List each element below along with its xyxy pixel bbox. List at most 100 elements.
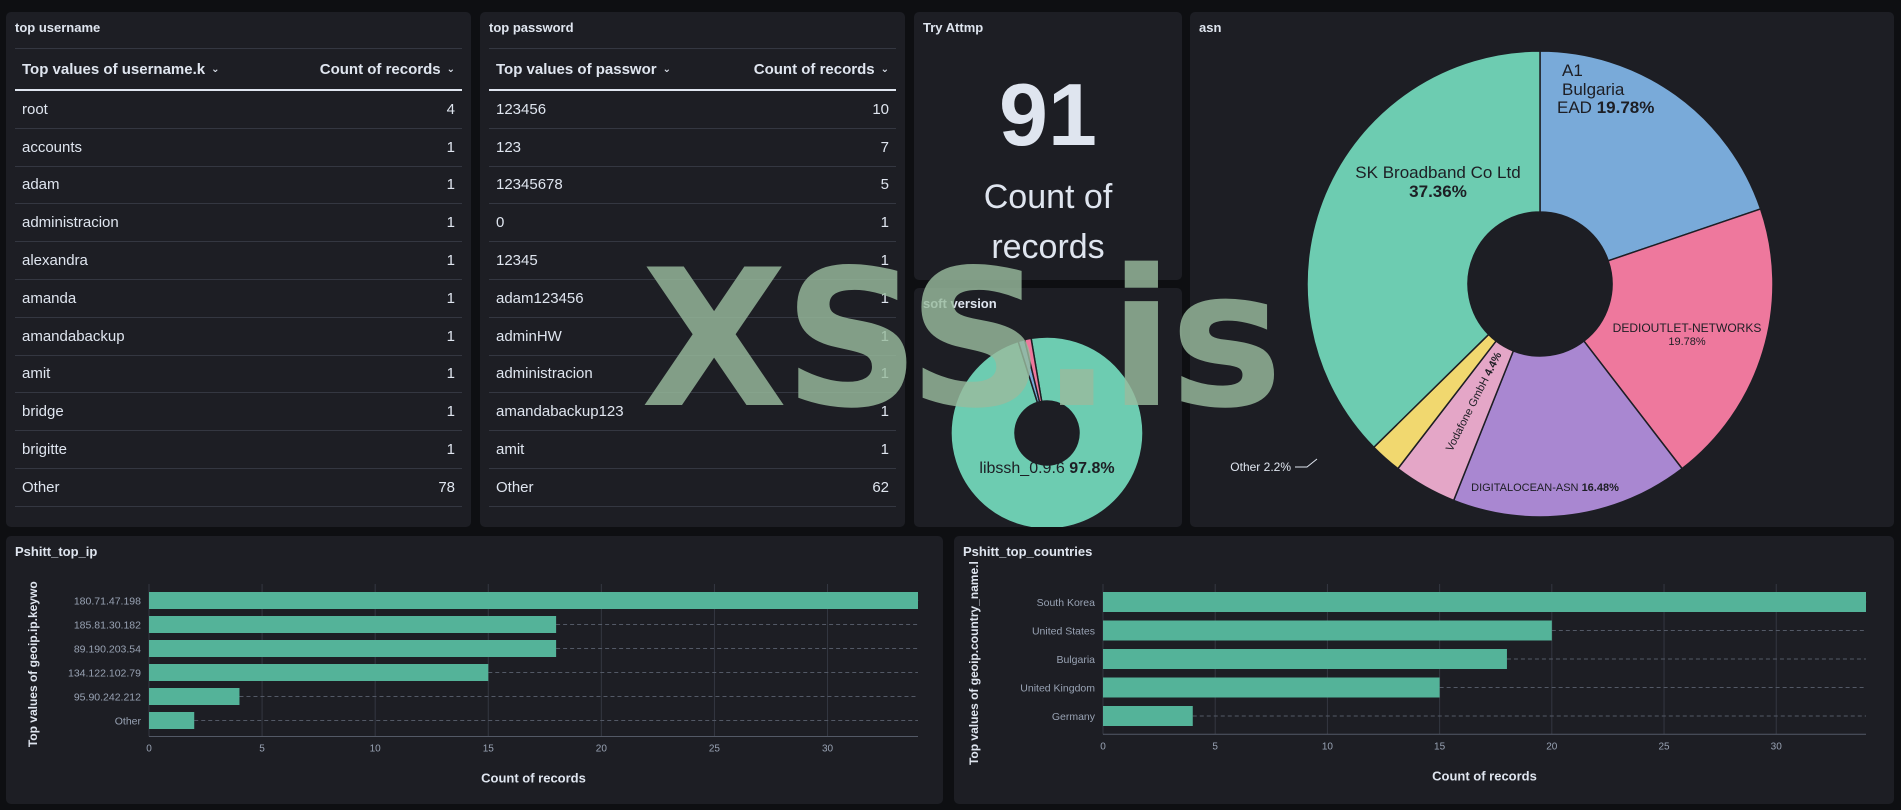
table-header: Top values of passwor ⌄ Count of records ⌄ (489, 48, 896, 91)
table-row[interactable]: Other 62 (489, 469, 896, 507)
table-row[interactable]: amandabackup123 1 (489, 393, 896, 432)
bar[interactable] (1103, 620, 1552, 641)
chevron-down-icon: ⌄ (446, 63, 455, 75)
metric-label: Count of records (983, 178, 1113, 266)
column-header-count[interactable]: Count of records ⌄ (753, 60, 889, 78)
row-count: 1 (446, 365, 455, 383)
x-tick-label: 20 (1546, 741, 1558, 752)
row-label: adam123456 (496, 289, 584, 307)
row-count: 1 (880, 289, 889, 307)
row-label: amandabackup (22, 327, 125, 345)
slice-label: DIGITALOCEAN-ASN 16.48% (1471, 482, 1619, 494)
x-tick-label: 5 (259, 744, 265, 755)
row-label: amandabackup123 (496, 403, 624, 421)
pie-slice[interactable] (950, 336, 1144, 527)
bar[interactable] (149, 616, 557, 633)
bar[interactable] (1103, 649, 1507, 669)
table-row[interactable]: 12345 1 (489, 242, 896, 280)
column-header-values[interactable]: Top values of username.k ⌄ (22, 60, 220, 78)
table-row[interactable]: brigitte 1 (15, 431, 462, 469)
panel-title: Pshitt_top_countries (963, 544, 1093, 559)
table-row[interactable]: adminHW 1 (489, 318, 896, 356)
bar[interactable] (149, 592, 918, 609)
row-count: 1 (446, 214, 455, 232)
table-body: 123456 10 123 7 12345678 5 0 1 12345 1 adam123456 1… (489, 91, 896, 507)
table-row[interactable]: administracion 1 (489, 356, 896, 394)
table-row[interactable]: adam 1 (15, 167, 462, 205)
label-leader-line (1295, 458, 1318, 468)
table-row[interactable]: bridge 1 (15, 393, 462, 432)
row-label: administracion (496, 365, 593, 383)
chevron-down-icon: ⌄ (662, 63, 671, 75)
row-label: brigitte (22, 441, 68, 459)
x-axis-label: Count of records (481, 771, 586, 786)
slice-label: Bulgaria (1562, 80, 1625, 99)
panel-title: Pshitt_top_ip (15, 544, 98, 559)
table-row[interactable]: amit 1 (489, 431, 896, 469)
pie-slice[interactable] (1306, 50, 1541, 449)
metric-value: 91 (999, 65, 1097, 164)
x-tick-label: 15 (483, 744, 495, 755)
table-row[interactable]: accounts 1 (15, 129, 462, 167)
table-row[interactable]: root 4 (15, 91, 462, 129)
panel-asn: asn A1 Bulgaria EAD 19.78% SK Broadband Co … (1190, 12, 1894, 527)
table-row[interactable]: 12345678 5 (489, 167, 896, 205)
panel-title: top password (489, 20, 574, 35)
row-label: accounts (22, 138, 83, 156)
row-label: adam (22, 176, 60, 194)
slice-label: EAD 19.78% (1557, 98, 1654, 117)
row-count: 1 (446, 441, 455, 459)
panel-title: asn (1199, 20, 1222, 35)
x-tick-label: 20 (596, 744, 608, 755)
table-row[interactable]: amanda 1 (15, 280, 462, 318)
x-tick-label: 30 (1771, 741, 1783, 752)
x-tick-label: 25 (1658, 741, 1670, 752)
y-tick-label: 180.71.47.198 (74, 596, 141, 608)
row-count: 7 (880, 138, 889, 156)
y-tick-label: 185.81.30.182 (74, 620, 141, 632)
row-label: amanda (22, 289, 77, 307)
column-header-values[interactable]: Top values of passwor ⌄ (496, 60, 671, 78)
x-tick-label: 25 (709, 744, 721, 755)
slice-label: SK Broadband Co Ltd (1355, 163, 1520, 182)
slice-label: 37.36% (1409, 182, 1467, 201)
bar[interactable] (149, 712, 195, 729)
bar[interactable] (149, 688, 240, 705)
table-row[interactable]: Other 78 (15, 469, 462, 507)
bar[interactable] (1103, 592, 1866, 612)
x-tick-label: 0 (1100, 741, 1106, 752)
table-row[interactable]: 123456 10 (489, 91, 896, 129)
table-row[interactable]: 123 7 (489, 129, 896, 167)
y-axis-label: Top values of geoip.ip.keywo (26, 581, 40, 747)
pie-slice[interactable] (1452, 340, 1684, 518)
bar[interactable] (1103, 677, 1440, 698)
row-label: adminHW (496, 327, 562, 345)
top-ip-bar-chart: 0 5 10 15 20 25 30 180.71.47.198 185.81.30.182 89… (26, 581, 918, 786)
x-tick-label: 0 (146, 744, 152, 755)
bar[interactable] (1103, 706, 1193, 726)
pie-slice[interactable] (1023, 337, 1043, 403)
pie-slice[interactable] (1539, 50, 1762, 262)
row-label: amit (496, 441, 525, 459)
slice-label: DEDIOUTLET-NETWORKS (1613, 321, 1762, 335)
table-row[interactable]: amit 1 (15, 356, 462, 394)
row-count: 1 (880, 214, 889, 232)
chevron-down-icon: ⌄ (880, 63, 889, 75)
row-count: 1 (446, 289, 455, 307)
y-tick-label: Bulgaria (1056, 654, 1095, 666)
pie-slice[interactable] (1582, 207, 1774, 470)
row-label: alexandra (22, 252, 88, 270)
table-row[interactable]: alexandra 1 (15, 242, 462, 280)
slice-label: 19.78% (1668, 336, 1706, 348)
table-row[interactable]: amandabackup 1 (15, 318, 462, 356)
column-header-count[interactable]: Count of records ⌄ (319, 60, 455, 78)
table-row[interactable]: adam123456 1 (489, 280, 896, 318)
bar[interactable] (149, 664, 489, 681)
row-label: 0 (496, 214, 505, 232)
row-label: 123 (496, 138, 522, 156)
table-row[interactable]: administracion 1 (15, 204, 462, 243)
slice-label: Other 2.2% (1230, 460, 1291, 474)
bar[interactable] (149, 640, 557, 657)
